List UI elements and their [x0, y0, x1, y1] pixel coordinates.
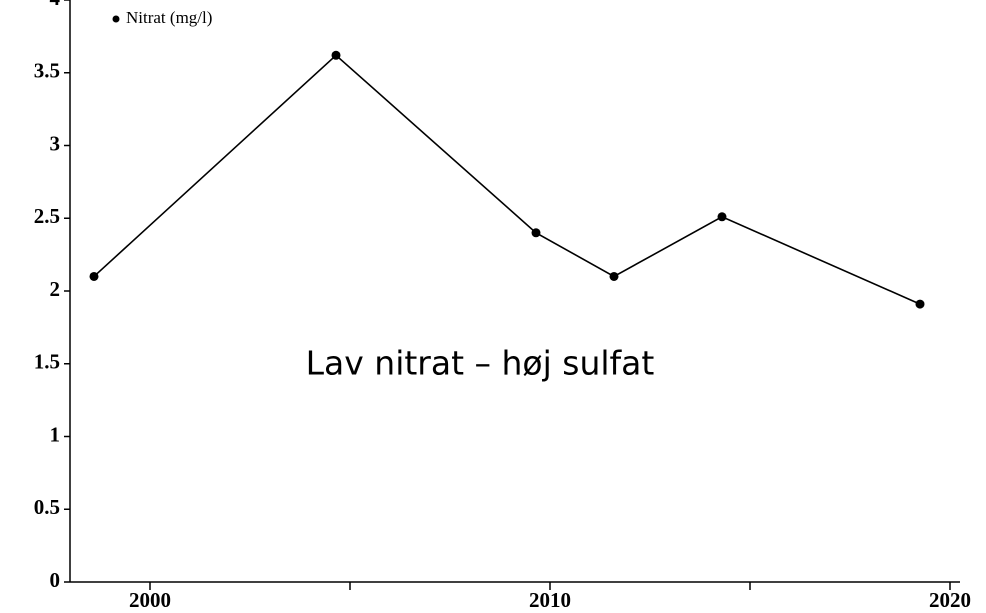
- legend-marker: [112, 15, 120, 23]
- data-point: [89, 271, 99, 281]
- x-tick-label: 2000: [129, 588, 171, 612]
- y-tick-label: 3.5: [34, 59, 60, 83]
- legend-label: Nitrat (mg/l): [126, 8, 212, 27]
- y-tick-label: 0.5: [34, 495, 60, 519]
- y-tick-label: 0: [50, 568, 61, 592]
- y-tick-label: 1.5: [34, 350, 60, 374]
- y-tick-label: 2.5: [34, 204, 60, 228]
- data-point: [717, 212, 727, 222]
- data-point: [331, 50, 341, 60]
- y-tick-label: 2: [50, 277, 61, 301]
- y-tick-label: 1: [50, 422, 61, 446]
- data-point: [915, 299, 925, 309]
- y-tick-label: 3: [50, 131, 61, 155]
- y-tick-label: 4: [50, 0, 61, 10]
- data-point: [609, 271, 619, 281]
- annotation: Lav nitrat – høj sulfat: [306, 344, 655, 383]
- x-tick-label: 2010: [529, 588, 571, 612]
- data-point: [531, 228, 541, 238]
- x-tick-label: 2020: [929, 588, 971, 612]
- data-line: [93, 54, 921, 305]
